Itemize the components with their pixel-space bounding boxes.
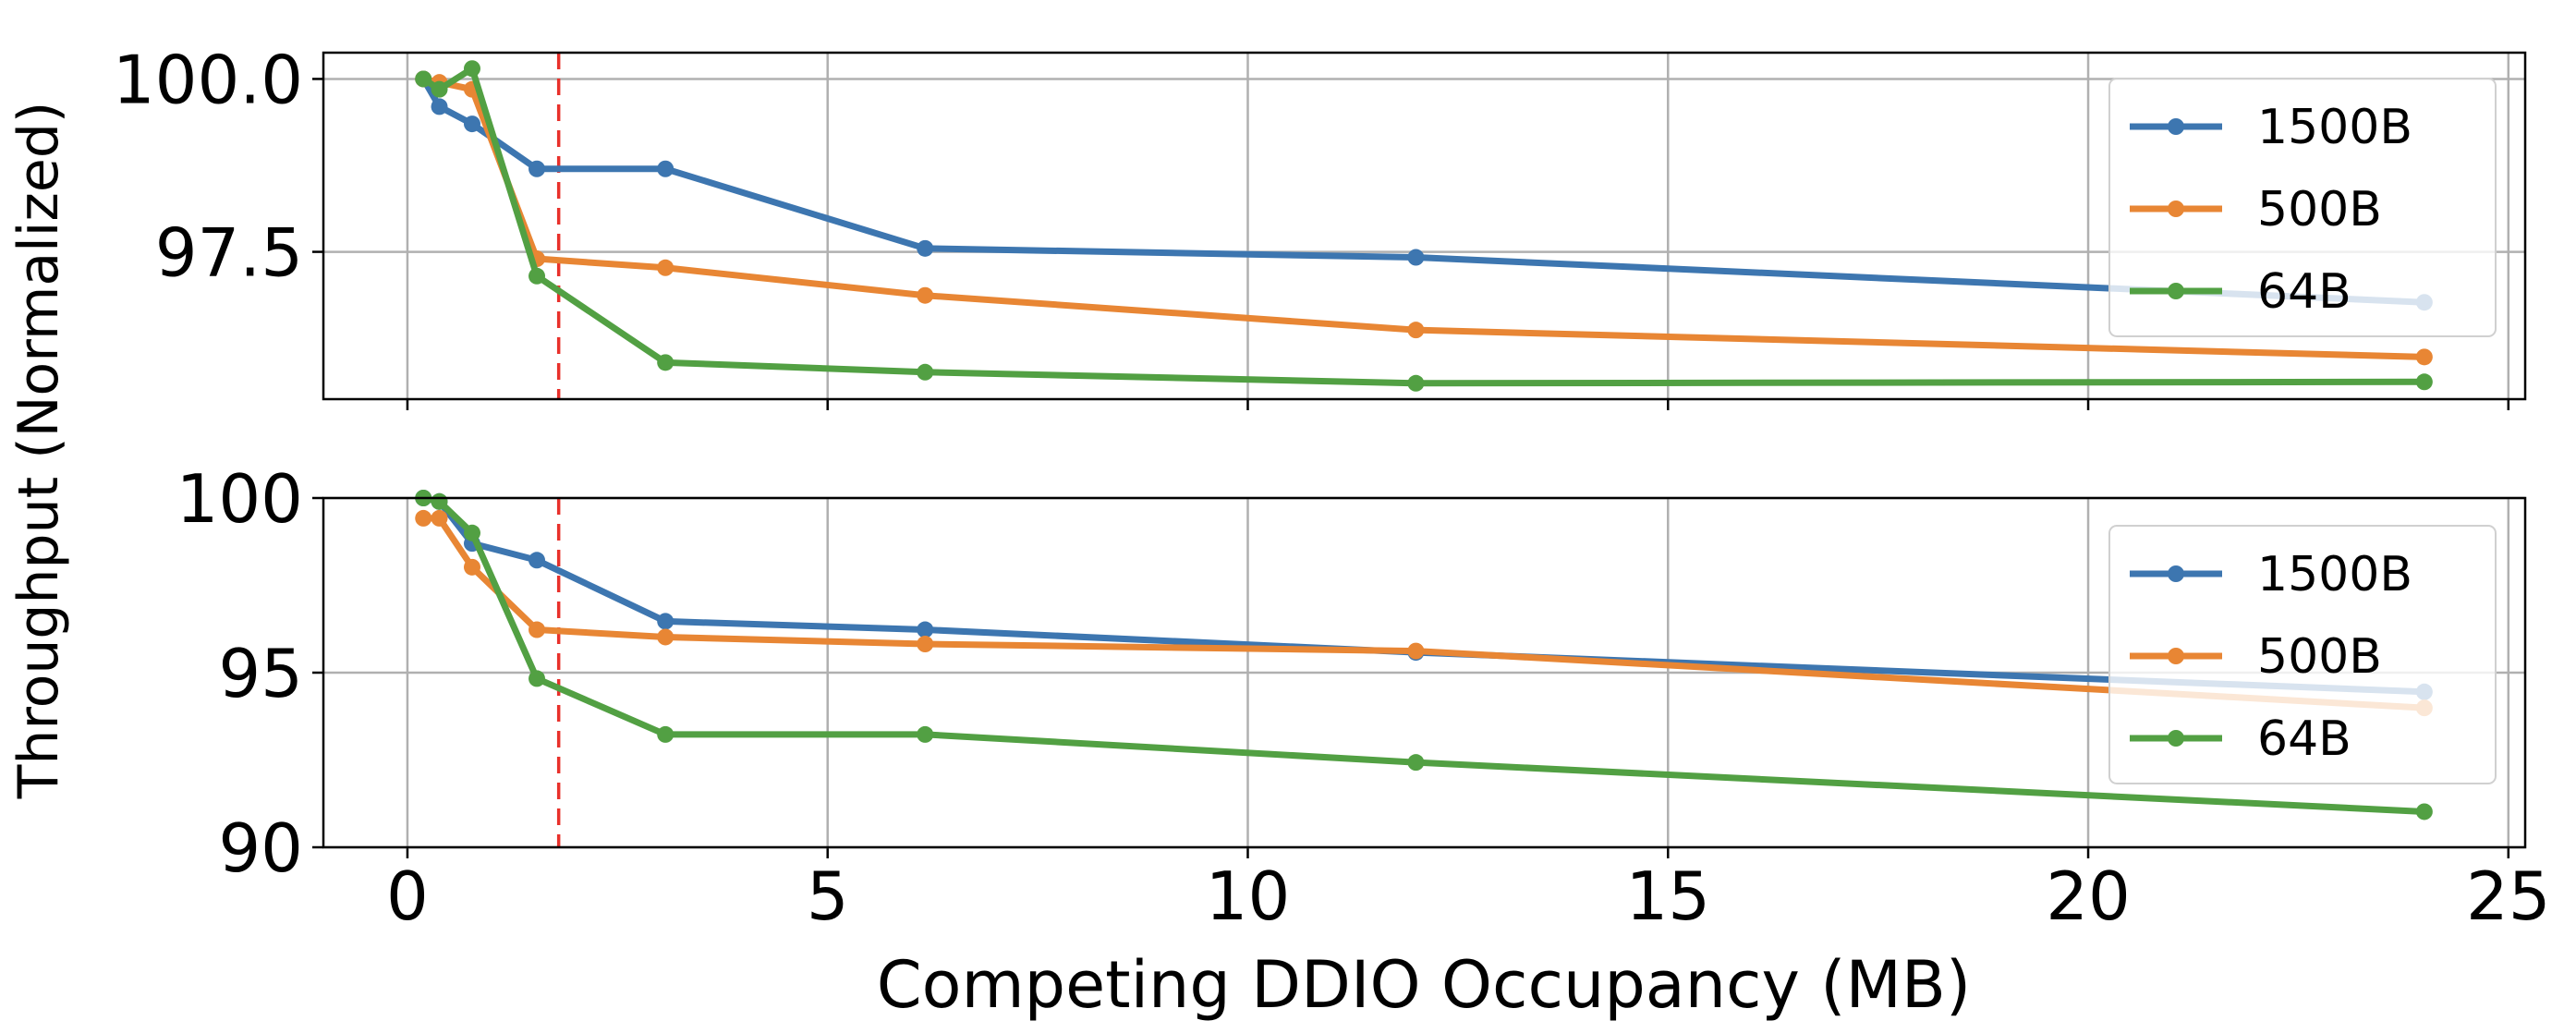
- axes-frame: [322, 496, 2527, 849]
- x-axis-label: Competing DDIO Occupancy (MB): [877, 947, 1971, 1023]
- y-tick-label: 97.5: [155, 214, 303, 292]
- series-64B: [415, 490, 2433, 820]
- data-point-1500B: [463, 115, 480, 133]
- x-tick-label: 20: [2046, 857, 2131, 935]
- series-500B: [415, 509, 2433, 717]
- panel-2: 0 5 10 15 20 25 90 95 100 1500B 500B 64B: [176, 460, 2551, 935]
- legend-label-64B: 64B: [2257, 711, 2351, 767]
- data-point-500B: [1407, 322, 1425, 339]
- x-tick-label: 25: [2466, 857, 2551, 935]
- data-point-64B: [657, 354, 674, 371]
- y-axis-label: Throughput (Normalized): [6, 102, 71, 800]
- data-point-64B: [431, 80, 448, 98]
- data-point-500B: [2415, 348, 2433, 366]
- x-tick-label: 15: [1625, 857, 1710, 935]
- legend-marker-64B: [2168, 730, 2184, 747]
- data-point-1500B: [917, 239, 934, 257]
- data-point-500B: [1407, 642, 1425, 660]
- data-point-500B: [431, 509, 448, 527]
- legend-label-500B: 500B: [2257, 182, 2382, 237]
- data-point-1500B: [917, 621, 934, 638]
- legend-marker-500B: [2168, 201, 2184, 217]
- legend-label-1500B: 1500B: [2257, 100, 2412, 155]
- legend-label-1500B: 1500B: [2257, 547, 2412, 602]
- data-point-64B: [917, 363, 934, 381]
- data-point-64B: [463, 60, 480, 78]
- data-point-64B: [529, 670, 546, 687]
- data-point-1500B: [431, 98, 448, 115]
- legend-marker-1500B: [2168, 118, 2184, 135]
- data-point-500B: [463, 558, 480, 576]
- x-tick-label: 0: [386, 857, 429, 935]
- data-point-500B: [917, 286, 934, 304]
- axes-frame: [322, 51, 2527, 401]
- series-line-500B: [423, 515, 2425, 711]
- data-point-500B: [529, 621, 546, 638]
- data-point-1500B: [657, 160, 674, 177]
- legend-box: [2108, 525, 2497, 784]
- legend: 1500B 500B 64B: [2108, 525, 2497, 784]
- y-tick-label: 90: [218, 809, 303, 887]
- data-point-500B: [657, 259, 674, 276]
- legend-label-64B: 64B: [2257, 264, 2351, 320]
- legend-marker-64B: [2168, 283, 2184, 299]
- panel-1: 97.5 100.0 1500B 500B 64B: [113, 41, 2527, 410]
- x-tick-label: 5: [807, 857, 849, 935]
- data-point-64B: [415, 70, 432, 88]
- data-point-64B: [657, 725, 674, 743]
- data-point-1500B: [529, 160, 546, 177]
- data-point-64B: [2415, 373, 2433, 391]
- data-point-64B: [917, 725, 934, 743]
- data-point-1500B: [1407, 249, 1425, 266]
- data-point-500B: [415, 509, 432, 527]
- data-point-500B: [917, 636, 934, 653]
- legend-marker-500B: [2168, 648, 2184, 664]
- y-tick-label: 95: [218, 635, 303, 712]
- data-point-64B: [1407, 754, 1425, 772]
- data-point-64B: [431, 492, 448, 510]
- legend-marker-1500B: [2168, 565, 2184, 582]
- data-point-64B: [1407, 374, 1425, 392]
- legend: 1500B 500B 64B: [2108, 78, 2497, 337]
- plot-area: [415, 490, 2433, 847]
- data-point-64B: [529, 267, 546, 285]
- data-point-1500B: [529, 552, 546, 569]
- data-point-64B: [2415, 803, 2433, 820]
- data-point-1500B: [657, 613, 674, 630]
- data-point-500B: [657, 628, 674, 646]
- y-tick-label: 100: [176, 460, 303, 538]
- data-point-64B: [463, 524, 480, 541]
- y-tick-label: 100.0: [113, 41, 303, 118]
- x-tick-label: 10: [1206, 857, 1291, 935]
- plot-area: [415, 53, 2433, 399]
- series-64B: [415, 60, 2433, 392]
- legend-label-500B: 500B: [2257, 629, 2382, 685]
- legend-box: [2108, 78, 2497, 337]
